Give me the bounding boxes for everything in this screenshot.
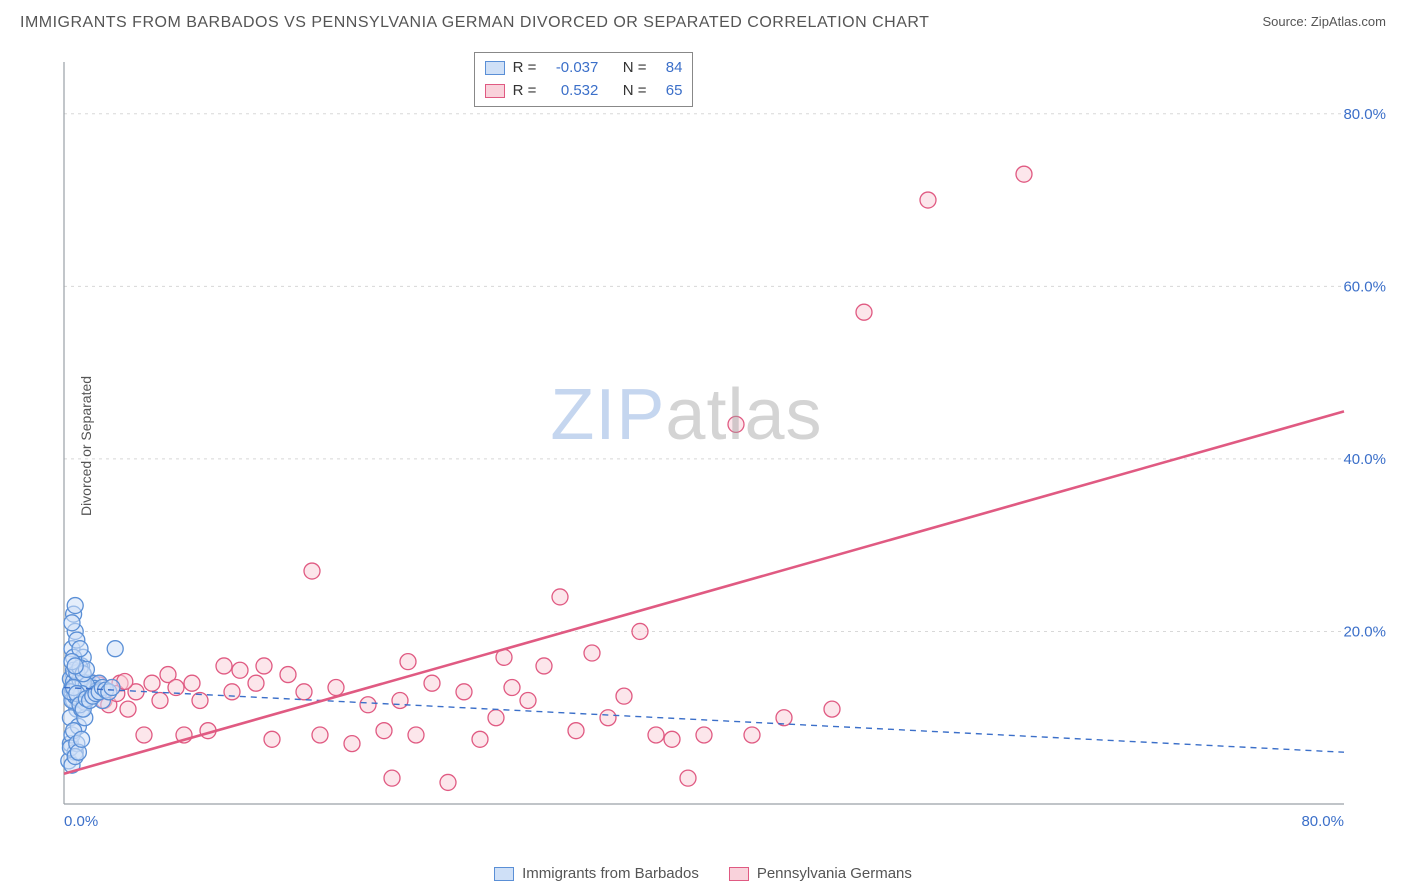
data-point — [696, 727, 712, 743]
source-prefix: Source: — [1262, 14, 1310, 29]
r-label: R = — [513, 80, 537, 103]
data-point — [488, 710, 504, 726]
data-point — [67, 658, 83, 674]
data-point — [616, 688, 632, 704]
data-point — [152, 692, 168, 708]
legend-swatch — [729, 867, 749, 881]
stat-row: R = -0.037 N = 84 — [485, 57, 683, 80]
data-point — [74, 731, 90, 747]
data-point — [1016, 166, 1032, 182]
data-point — [648, 727, 664, 743]
y-tick-label: 80.0% — [1343, 106, 1386, 123]
data-point — [64, 615, 80, 631]
data-point — [440, 774, 456, 790]
data-point — [456, 684, 472, 700]
legend-swatch — [494, 867, 514, 881]
data-point — [304, 563, 320, 579]
series-swatch — [485, 84, 505, 98]
data-point — [392, 692, 408, 708]
r-value: -0.037 — [544, 57, 598, 80]
data-point — [104, 680, 120, 696]
n-label: N = — [623, 57, 647, 80]
data-point — [376, 723, 392, 739]
y-tick-label: 20.0% — [1343, 623, 1386, 640]
stat-row: R = 0.532 N = 65 — [485, 80, 683, 103]
n-value: 65 — [654, 80, 682, 103]
data-point — [536, 658, 552, 674]
legend-item: Pennsylvania Germans — [729, 865, 912, 882]
data-point — [920, 192, 936, 208]
data-point — [472, 731, 488, 747]
data-point — [744, 727, 760, 743]
data-point — [504, 680, 520, 696]
data-point — [552, 589, 568, 605]
y-tick-label: 40.0% — [1343, 451, 1386, 468]
data-point — [400, 654, 416, 670]
data-point — [248, 675, 264, 691]
data-point — [632, 623, 648, 639]
x-tick-label: 80.0% — [1301, 813, 1344, 830]
data-point — [680, 770, 696, 786]
data-point — [568, 723, 584, 739]
data-point — [664, 731, 680, 747]
data-point — [67, 598, 83, 614]
data-point — [216, 658, 232, 674]
data-point — [107, 641, 123, 657]
data-point — [344, 736, 360, 752]
data-point — [256, 658, 272, 674]
chart-title: IMMIGRANTS FROM BARBADOS VS PENNSYLVANIA… — [20, 14, 929, 32]
legend-label: Immigrants from Barbados — [522, 865, 699, 882]
y-tick-label: 60.0% — [1343, 278, 1386, 295]
data-point — [384, 770, 400, 786]
data-point — [856, 304, 872, 320]
legend-label: Pennsylvania Germans — [757, 865, 912, 882]
data-point — [520, 692, 536, 708]
data-point — [408, 727, 424, 743]
legend-item: Immigrants from Barbados — [494, 865, 699, 882]
data-point — [280, 667, 296, 683]
data-point — [120, 701, 136, 717]
data-point — [232, 662, 248, 678]
source-name: ZipAtlas.com — [1311, 14, 1386, 29]
data-point — [584, 645, 600, 661]
data-point — [328, 680, 344, 696]
x-tick-label: 0.0% — [64, 813, 98, 830]
data-point — [184, 675, 200, 691]
data-point — [224, 684, 240, 700]
bottom-legend: Immigrants from Barbados Pennsylvania Ger… — [0, 865, 1406, 882]
n-value: 84 — [654, 57, 682, 80]
r-value: 0.532 — [544, 80, 598, 103]
data-point — [728, 416, 744, 432]
y-axis-label: Divorced or Separated — [78, 376, 94, 516]
chart-area: Divorced or Separated 20.0% 40.0% 60.0% 80.… — [48, 48, 1386, 844]
data-point — [824, 701, 840, 717]
series-swatch — [485, 61, 505, 75]
data-point — [360, 697, 376, 713]
data-point — [296, 684, 312, 700]
scatter-chart: 20.0% 40.0% 60.0% 80.0% 0.0% 80.0% — [48, 48, 1386, 844]
data-point — [600, 710, 616, 726]
n-label: N = — [623, 80, 647, 103]
data-point — [144, 675, 160, 691]
data-point — [312, 727, 328, 743]
source-attribution: Source: ZipAtlas.com — [1262, 14, 1386, 29]
r-label: R = — [513, 57, 537, 80]
data-point — [136, 727, 152, 743]
correlation-stats-box: R = -0.037 N = 84 R = 0.532 N = 65 — [474, 52, 694, 107]
data-point — [264, 731, 280, 747]
data-point — [424, 675, 440, 691]
